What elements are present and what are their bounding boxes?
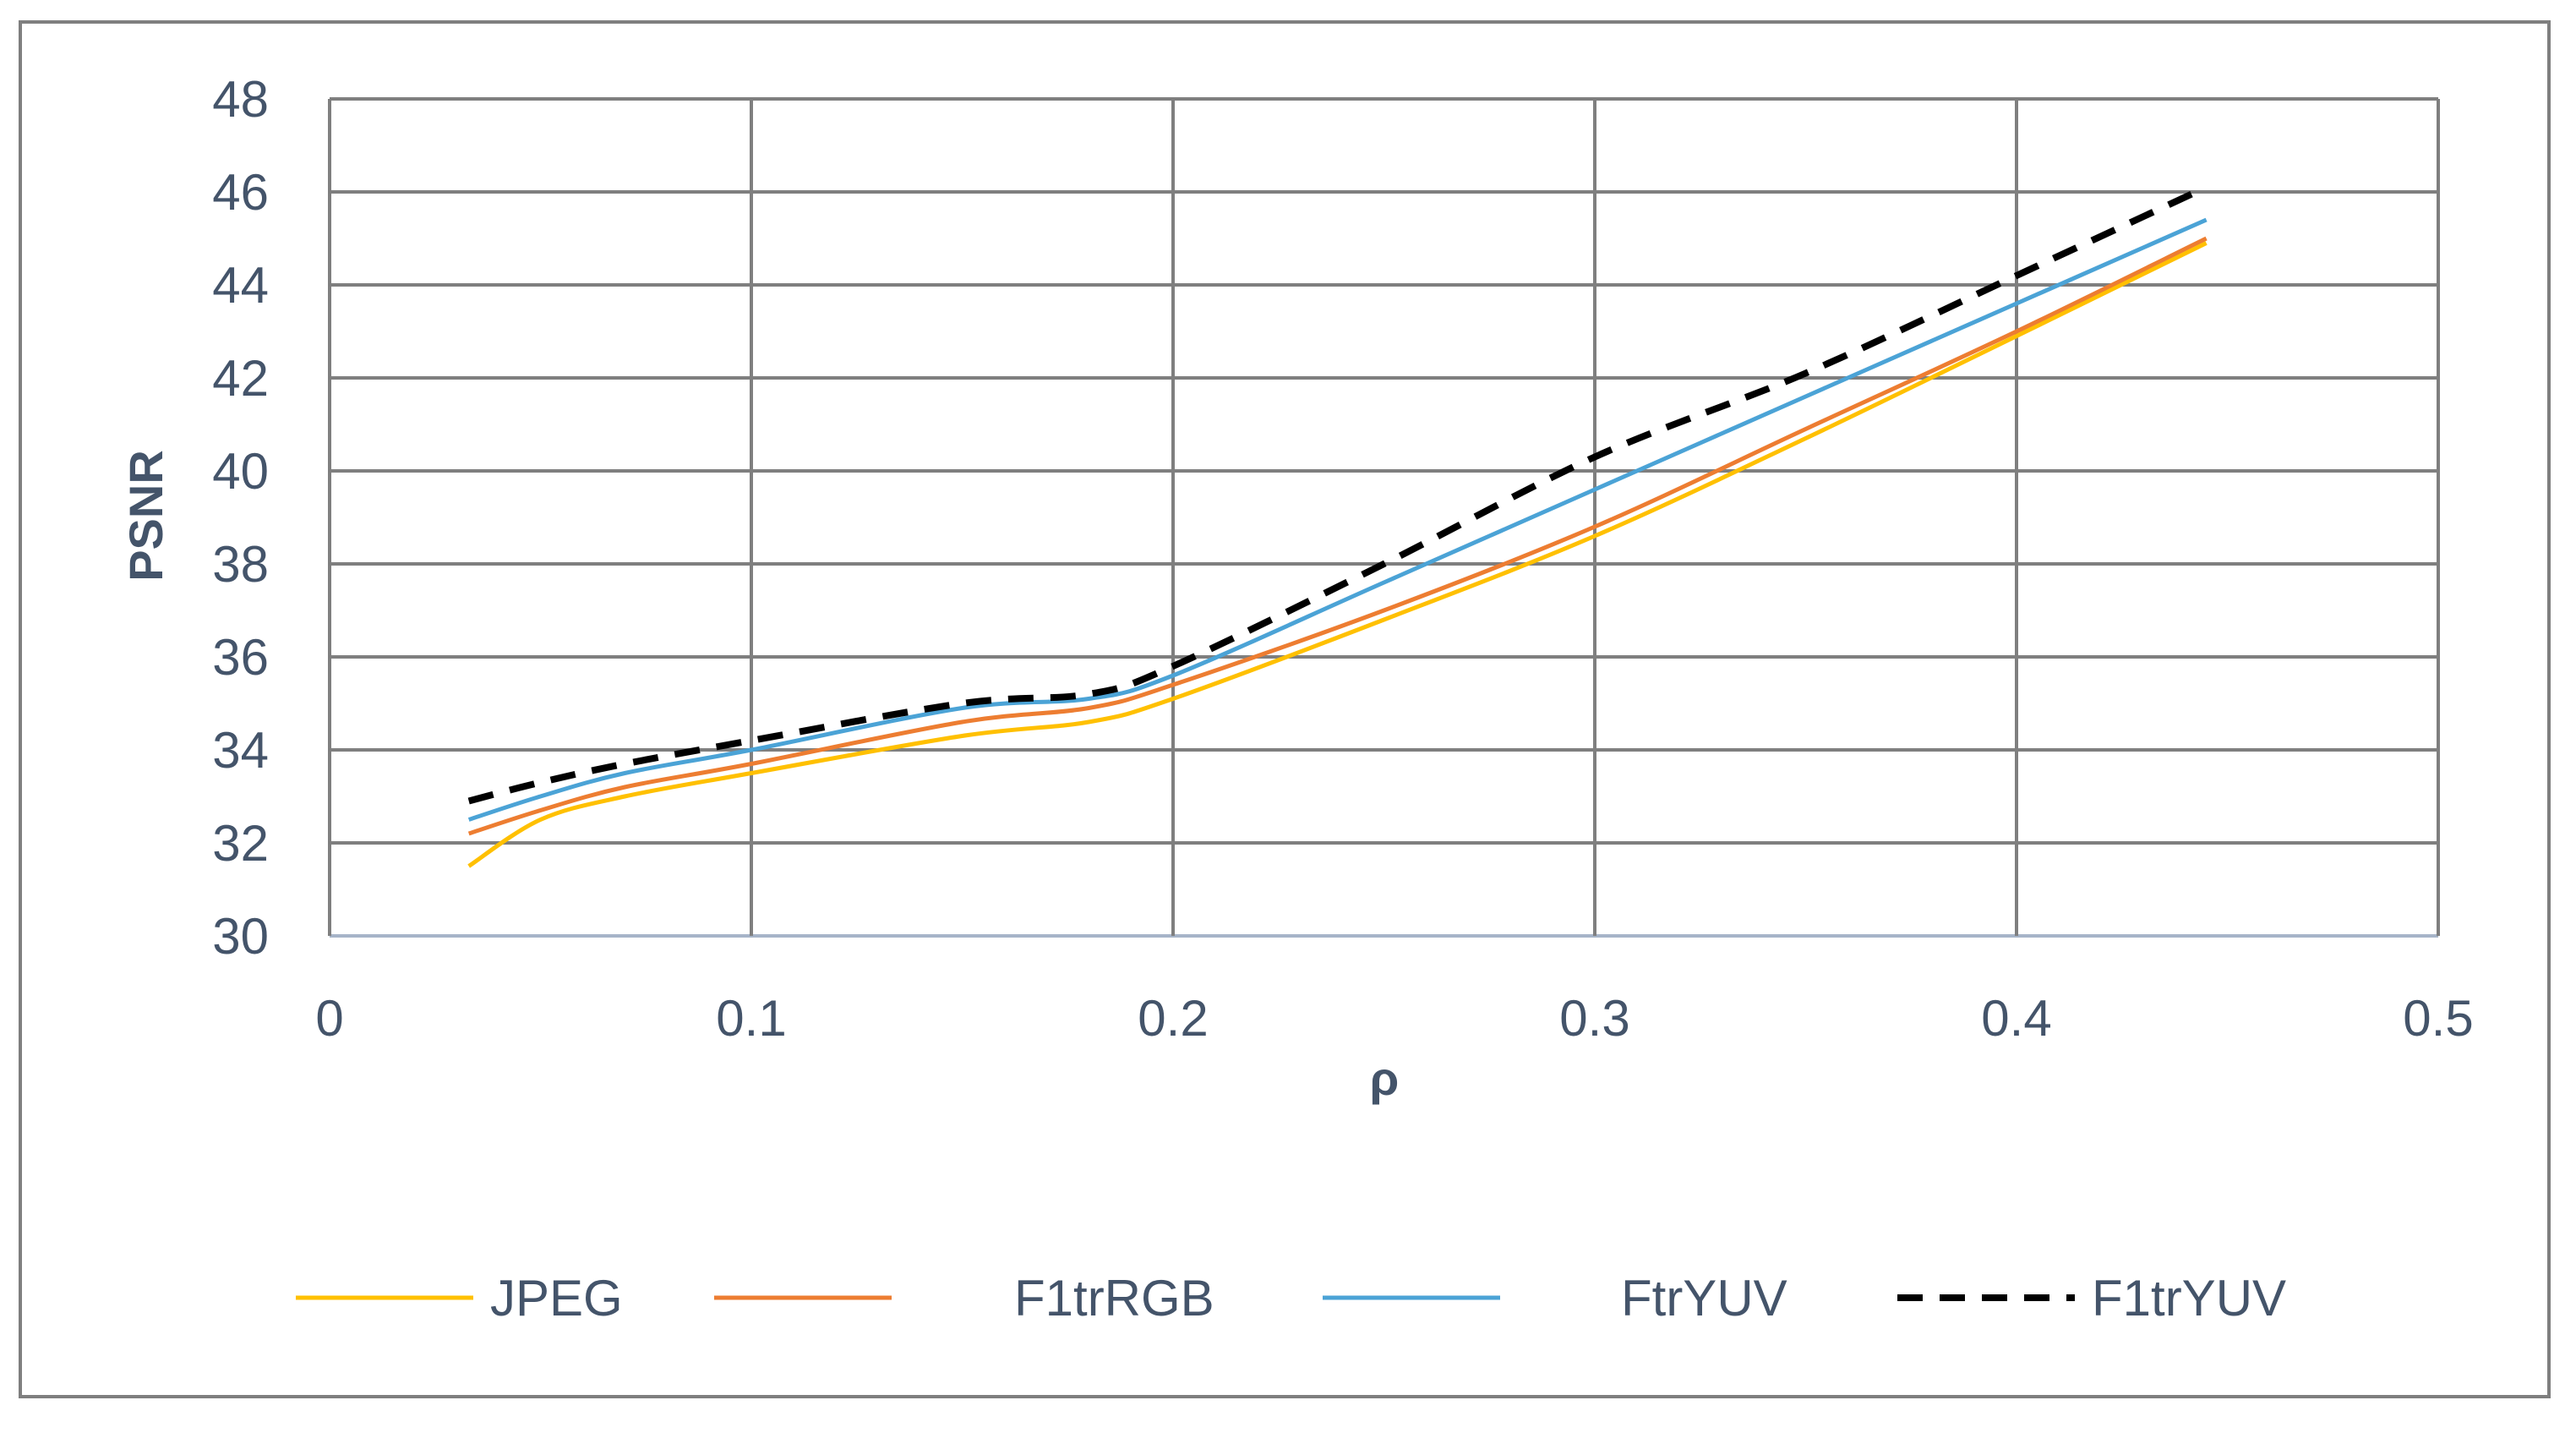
y-axis-title: PSNR <box>119 450 172 582</box>
y-tick-label: 46 <box>212 164 269 221</box>
x-tick-label: 0.4 <box>1981 990 2051 1047</box>
y-tick-label: 38 <box>212 536 269 593</box>
y-tick-label: 30 <box>212 908 269 965</box>
y-tick-label: 34 <box>212 722 269 779</box>
chart-frame <box>19 20 2551 1398</box>
series-line-f1tryuv <box>467 183 2208 805</box>
legend-label-jpeg: JPEG <box>490 1270 623 1326</box>
grid <box>328 97 2440 938</box>
y-tick-label: 36 <box>212 629 269 686</box>
x-tick-label: 0.5 <box>2403 990 2473 1047</box>
legend-label-f1tryuv: F1trYUV <box>2092 1270 2286 1326</box>
y-tick-label: 42 <box>212 350 269 407</box>
x-axis-title: ρ <box>1370 1052 1400 1105</box>
y-tick-label: 44 <box>212 257 269 314</box>
series-line-jpeg <box>467 241 2208 868</box>
series-line-ftryuv <box>467 217 2208 822</box>
legend-label-ftryuv: FtrYUV <box>1621 1270 1787 1326</box>
legend: JPEG F1trRGB FtrYUV F1trYUV <box>296 1270 2286 1326</box>
series-line-f1trrgb <box>467 236 2208 836</box>
x-tick-label: 0 <box>315 990 343 1047</box>
y-axis-ticks: 30 32 34 36 38 40 42 44 46 48 <box>212 71 269 965</box>
x-axis-ticks: 0 0.1 0.2 0.3 0.4 0.5 <box>315 990 2473 1047</box>
x-tick-label: 0.2 <box>1138 990 1208 1047</box>
y-tick-label: 48 <box>212 71 269 128</box>
x-tick-label: 0.1 <box>716 990 786 1047</box>
y-tick-label: 40 <box>212 443 269 500</box>
series-lines <box>467 183 2208 868</box>
y-tick-label: 32 <box>212 815 269 872</box>
legend-label-f1trrgb: F1trRGB <box>1014 1270 1214 1326</box>
x-tick-label: 0.3 <box>1559 990 1629 1047</box>
